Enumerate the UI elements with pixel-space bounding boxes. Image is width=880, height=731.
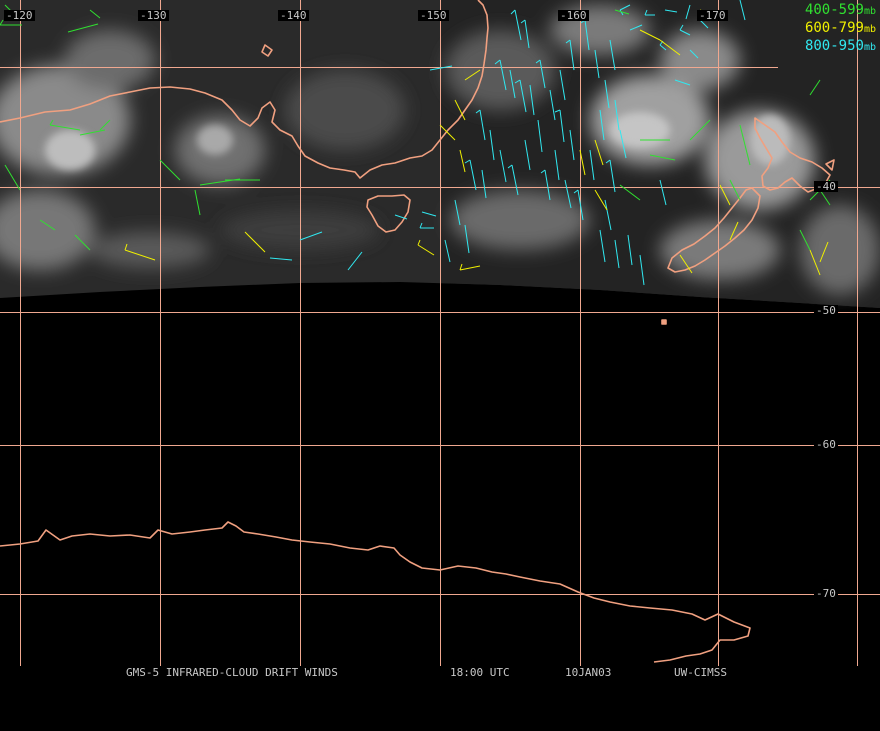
longitude-label: -170 — [697, 10, 728, 21]
legend-entry-upper: 400-599mb — [805, 2, 876, 20]
legend-entry-mid: 600-799mb — [805, 20, 876, 38]
caption-time: 18:00 UTC — [450, 666, 510, 679]
legend-range: 800-950 — [805, 38, 864, 54]
longitude-label: -130 — [138, 10, 169, 21]
legend-entry-low: 800-950mb — [805, 38, 876, 56]
caption-source: UW-CIMSS — [674, 666, 727, 679]
longitude-label: -140 — [278, 10, 309, 21]
legend-range: 400-599 — [805, 2, 864, 18]
pressure-legend: 400-599mb 600-799mb 800-950mb — [805, 2, 876, 56]
latitude-label: -70 — [814, 588, 838, 599]
caption-product: GMS-5 INFRARED-CLOUD DRIFT WINDS — [126, 666, 338, 679]
image-caption: GMS-5 INFRARED-CLOUD DRIFT WINDS 18:00 U… — [0, 666, 880, 680]
legend-unit: mb — [864, 42, 876, 53]
antarctica-coastline — [0, 522, 750, 662]
latitude-label: -40 — [814, 181, 838, 192]
legend-range: 600-799 — [805, 20, 864, 36]
longitude-label: -160 — [558, 10, 589, 21]
legend-unit: mb — [864, 6, 876, 17]
latitude-label: -50 — [814, 305, 838, 316]
longitude-label: -150 — [418, 10, 449, 21]
latitude-label: -60 — [814, 439, 838, 450]
legend-unit: mb — [864, 24, 876, 35]
caption-date: 10JAN03 — [565, 666, 611, 679]
longitude-label: -120 — [4, 10, 35, 21]
satellite-map — [0, 0, 880, 680]
